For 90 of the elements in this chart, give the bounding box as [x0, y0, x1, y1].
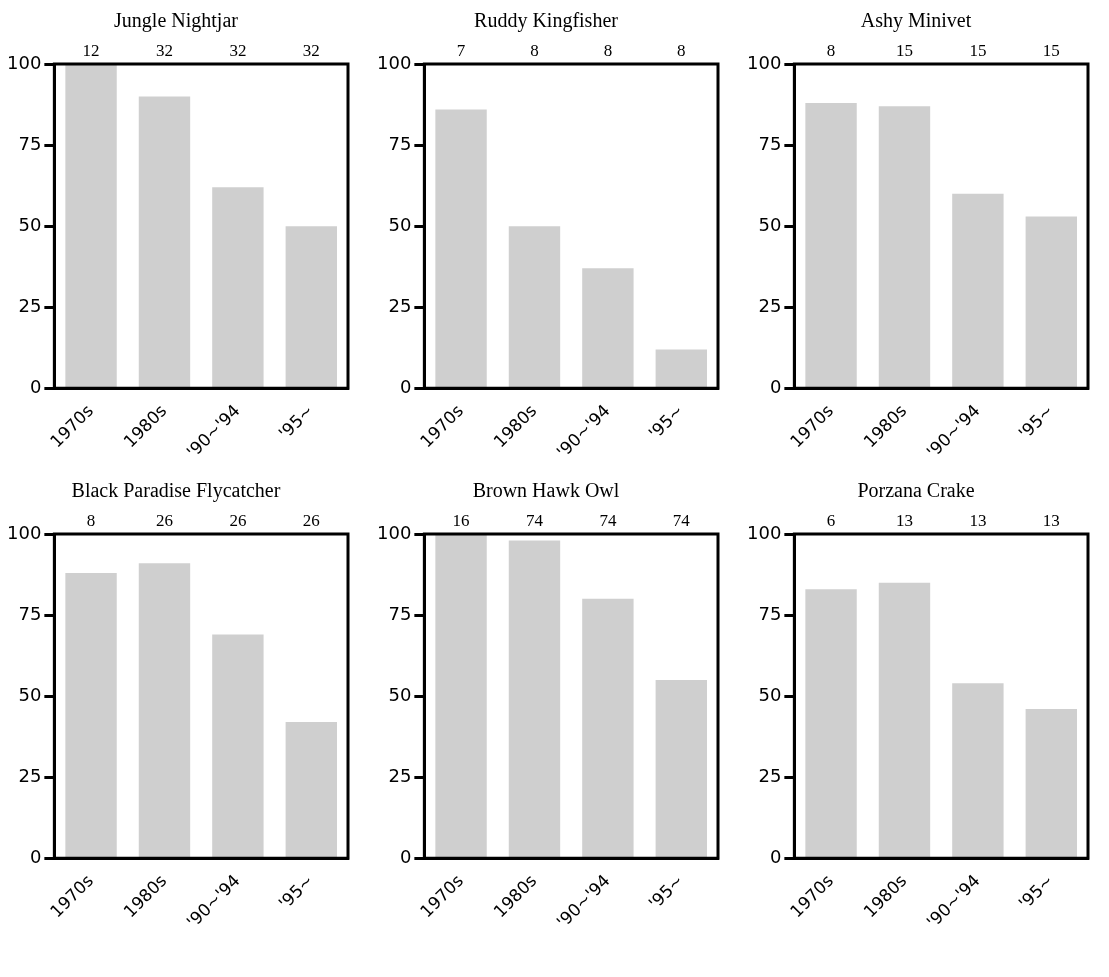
y-tick-label: 25	[388, 764, 412, 786]
chart-title: Black Paradise Flycatcher	[71, 479, 281, 503]
text: 8	[530, 40, 539, 60]
bar	[1025, 709, 1077, 858]
y-tick-label: 50	[18, 213, 42, 235]
y-tick-label: 0	[769, 845, 782, 867]
text: 8	[86, 510, 96, 530]
text: 15	[895, 40, 913, 60]
chart-title: Ruddy Kingfisher	[474, 9, 619, 33]
bar	[508, 540, 561, 858]
bar	[878, 582, 931, 858]
chart-title: Porzana Crake	[857, 479, 975, 502]
x-tick-label: '95~	[644, 400, 688, 444]
bar	[952, 193, 1004, 388]
y-tick-label: 0	[769, 375, 782, 397]
text: 32	[302, 40, 320, 60]
bar	[878, 106, 931, 388]
text: 7	[456, 40, 466, 60]
text: 26	[155, 510, 173, 530]
y-tick-label: 50	[18, 683, 42, 705]
text: 16	[452, 510, 470, 530]
y-tick-label: 0	[399, 845, 412, 867]
y-tick-label: 75	[758, 602, 782, 624]
bar	[285, 722, 337, 858]
text: 74	[672, 510, 691, 530]
y-tick-label: 0	[29, 845, 42, 867]
x-tick-label: '95~	[644, 870, 688, 914]
y-tick-label: 75	[388, 602, 412, 624]
y-tick-label: 75	[388, 132, 412, 154]
y-tick-label: 100	[7, 521, 42, 543]
y-tick-label: 25	[18, 764, 42, 786]
text: 26	[229, 510, 247, 530]
y-tick-label: 75	[758, 132, 782, 154]
x-tick-label: '95~	[274, 870, 318, 914]
text: 74	[525, 510, 544, 530]
y-tick-label: 25	[18, 294, 42, 316]
y-tick-label: 50	[758, 213, 782, 235]
text: 15	[969, 40, 987, 60]
bar	[952, 683, 1004, 858]
text: 8	[826, 40, 836, 60]
y-tick-label: 25	[388, 294, 412, 316]
text: 13	[1042, 510, 1060, 530]
y-tick-label: 100	[377, 51, 412, 73]
chart-title: Brown Hawk Owl	[472, 479, 620, 502]
chart-title: Ashy Minivet	[860, 9, 972, 33]
bar	[435, 109, 487, 388]
y-tick-label: 75	[18, 602, 42, 624]
bar	[582, 598, 634, 858]
y-tick-label: 100	[747, 51, 782, 73]
text: 32	[229, 40, 247, 60]
bar	[212, 634, 264, 858]
text: 74	[599, 510, 617, 530]
bar	[805, 589, 857, 858]
text: 26	[302, 510, 320, 530]
y-tick-label: 50	[388, 213, 412, 235]
bar	[65, 572, 117, 858]
x-tick-label: '95~	[1014, 400, 1058, 444]
bar	[655, 679, 707, 858]
x-tick-label: '95~	[274, 400, 318, 444]
chart-title: Jungle Nightjar	[114, 9, 239, 33]
bar	[655, 349, 707, 388]
y-tick-label: 100	[7, 51, 42, 73]
y-tick-label: 25	[758, 294, 782, 316]
y-tick-label: 100	[377, 521, 412, 543]
bar	[65, 64, 117, 388]
bar	[1025, 216, 1077, 388]
y-tick-label: 50	[388, 683, 412, 705]
bar	[582, 268, 634, 388]
text: 8	[603, 40, 613, 60]
bar	[212, 187, 264, 388]
text: 13	[895, 510, 913, 530]
text: 32	[155, 40, 173, 60]
text: 13	[969, 510, 987, 530]
bar	[508, 226, 561, 388]
bar	[805, 102, 857, 388]
y-tick-label: 50	[758, 683, 782, 705]
text: 12	[82, 40, 100, 60]
y-tick-label: 25	[758, 764, 782, 786]
x-tick-label: '95~	[1014, 870, 1058, 914]
bar	[435, 534, 487, 858]
y-tick-label: 75	[18, 132, 42, 154]
y-tick-label: 0	[399, 375, 412, 397]
bar	[138, 96, 191, 388]
bar	[138, 563, 191, 858]
text: 15	[1042, 40, 1060, 60]
y-tick-label: 100	[747, 521, 782, 543]
y-tick-label: 0	[29, 375, 42, 397]
bar	[285, 226, 337, 388]
text: 8	[677, 40, 686, 60]
text: 6	[826, 510, 836, 530]
